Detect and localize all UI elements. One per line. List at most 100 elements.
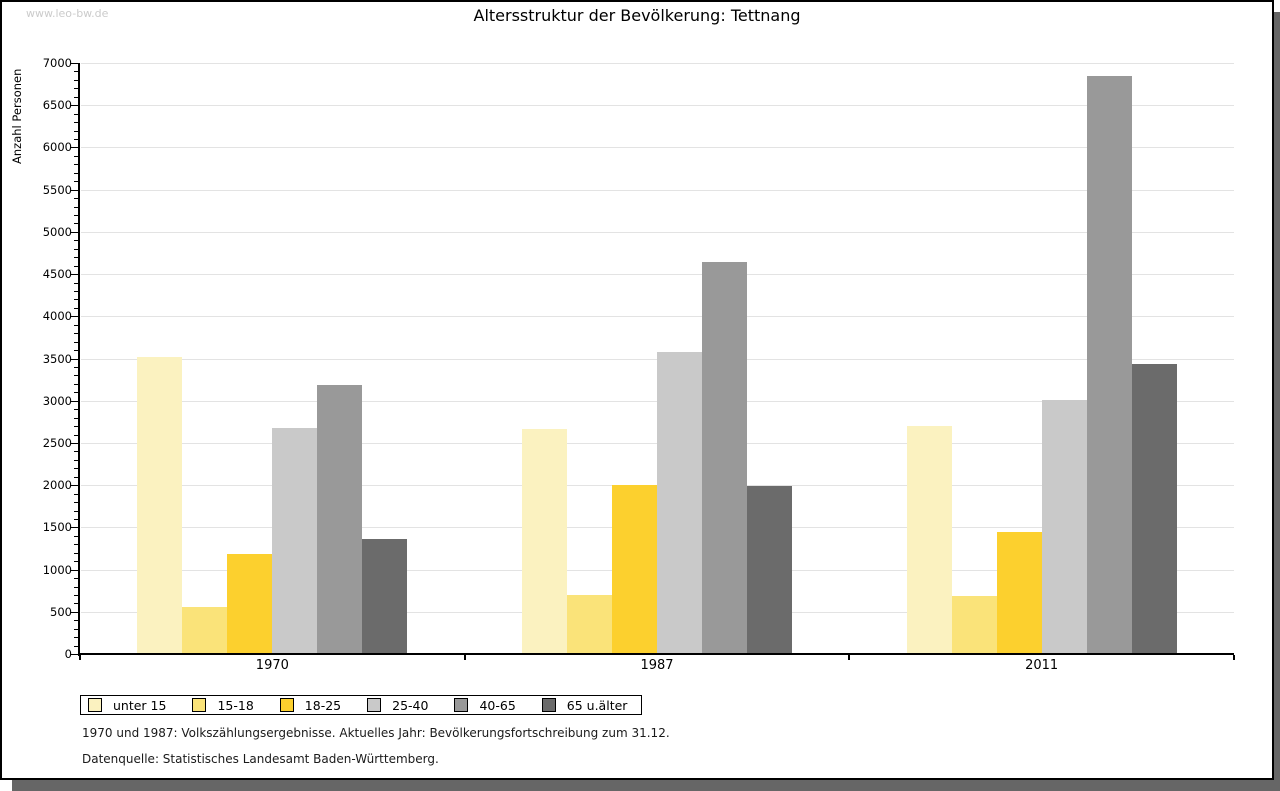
y-minor-tick [74, 426, 78, 427]
y-major-tick [71, 189, 78, 191]
x-tick-label: 2011 [1025, 658, 1059, 673]
x-tick-label: 1970 [255, 658, 289, 673]
y-minor-tick [74, 645, 78, 647]
y-minor-tick [74, 240, 78, 242]
y-minor-tick [74, 637, 78, 639]
watermark-leo-bw: www.leo-bw.de [26, 7, 109, 20]
y-major-tick [71, 316, 78, 318]
y-minor-tick [74, 257, 78, 259]
y-major-tick [71, 611, 78, 613]
y-tick-label: 2500 [42, 435, 72, 450]
y-tick-label: 3000 [42, 393, 72, 408]
bar-40-65-2011 [1086, 75, 1132, 654]
y-minor-tick [74, 333, 78, 335]
y-tick-label: 0 [64, 647, 72, 661]
y-minor-tick [74, 181, 78, 183]
y-minor-tick [74, 383, 78, 385]
bar-15-18-2011 [951, 595, 997, 654]
y-major-tick [71, 274, 78, 276]
legend-swatch [367, 698, 382, 712]
bar-15-18-1970 [182, 606, 228, 654]
y-minor-tick [74, 544, 78, 546]
y-minor-tick [74, 392, 78, 394]
y-minor-tick [74, 307, 78, 309]
y-major-tick [71, 485, 78, 487]
legend-item: unter 15 [88, 698, 166, 713]
y-major-tick [71, 63, 78, 64]
bar-25-40-1970 [272, 427, 318, 654]
y-major-tick [71, 400, 78, 402]
legend-item: 25-40 [367, 698, 428, 713]
y-tick-label: 500 [50, 604, 72, 619]
bar-18-25-2011 [996, 532, 1042, 654]
legend-swatch [279, 698, 294, 712]
legend-label: 15-18 [217, 697, 254, 713]
y-gridline [81, 105, 1234, 107]
bar-unter-15-1987 [522, 429, 567, 654]
footnote-sources: 1970 und 1987: Volkszählungsergebnisse. … [82, 726, 670, 740]
y-minor-tick [74, 502, 78, 503]
y-minor-tick [74, 324, 78, 326]
y-minor-tick [74, 113, 78, 115]
y-minor-tick [74, 164, 78, 166]
legend-label: 40-65 [479, 697, 516, 713]
x-tick [848, 655, 851, 660]
y-tick-label: 1000 [42, 562, 72, 577]
legend-swatch [454, 698, 469, 712]
chart-title: Altersstruktur der Bevölkerung: Tettnang [473, 6, 801, 25]
bar-40-65-1970 [317, 384, 363, 654]
legend-item: 40-65 [454, 697, 516, 713]
y-minor-tick [74, 206, 78, 208]
y-tick-label: 4500 [42, 267, 72, 282]
y-minor-tick [74, 417, 78, 419]
y-tick-label: 1500 [42, 520, 72, 535]
y-minor-tick [74, 291, 78, 292]
y-gridline [81, 189, 1234, 191]
y-minor-tick [74, 350, 78, 352]
bar-40-65-1987 [702, 262, 747, 654]
y-minor-tick [74, 248, 78, 250]
y-major-tick [71, 358, 78, 360]
bar-25-40-2011 [1041, 399, 1087, 654]
y-tick-label: 5500 [42, 182, 72, 197]
y-minor-tick [74, 130, 78, 132]
y-minor-tick [74, 518, 78, 520]
bar-65-u-lter-1987 [747, 486, 792, 654]
x-tick-label: 1987 [640, 658, 674, 673]
y-minor-tick [74, 434, 78, 436]
y-major-tick [71, 569, 78, 571]
y-minor-tick [74, 552, 78, 554]
x-tick [1233, 655, 1235, 660]
y-minor-tick [74, 341, 78, 343]
y-minor-tick [74, 375, 78, 377]
legend-label: 25-40 [392, 697, 429, 713]
y-minor-tick [74, 155, 78, 157]
y-minor-tick [74, 603, 78, 605]
y-tick-label: 3500 [42, 351, 72, 366]
bar-65-u-lter-2011 [1131, 363, 1177, 654]
y-gridline [81, 231, 1234, 233]
y-minor-tick [74, 215, 78, 216]
bar-15-18-1987 [567, 594, 612, 654]
legend-label: 65 u.älter [566, 697, 628, 713]
y-minor-tick [74, 620, 78, 622]
y-tick-label: 4000 [42, 309, 72, 324]
y-major-tick [71, 442, 78, 444]
bar-18-25-1970 [227, 553, 273, 654]
y-minor-tick [74, 459, 78, 461]
y-major-tick [71, 527, 78, 529]
y-minor-tick [74, 265, 78, 267]
legend-item: 18-25 [279, 698, 341, 713]
y-major-tick [71, 147, 78, 149]
y-minor-tick [74, 535, 78, 537]
y-minor-tick [74, 282, 78, 284]
y-minor-tick [74, 366, 78, 368]
x-axis [78, 653, 1234, 655]
y-minor-tick [74, 88, 78, 90]
y-axis [78, 63, 80, 656]
legend: unter 15 15-18 18-25 25-40 40-65 65 u.älter [80, 695, 643, 715]
y-minor-tick [74, 409, 78, 411]
y-minor-tick [74, 172, 78, 174]
